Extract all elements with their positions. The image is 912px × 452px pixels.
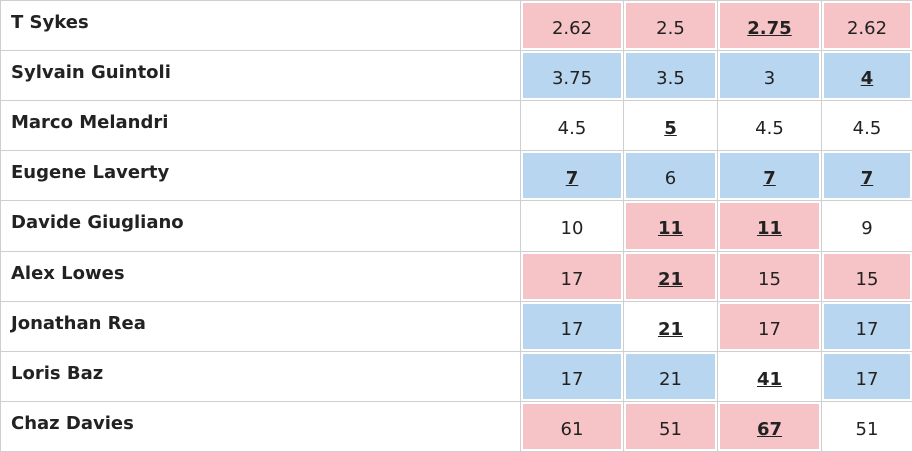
odds-cell: 15 [718, 251, 822, 302]
odds-value: 4.5 [852, 118, 882, 140]
rider-name: Chaz Davies [1, 401, 521, 452]
odds-value: 21 [657, 318, 684, 340]
odds-value: 21 [657, 268, 684, 290]
odds-value: 17 [560, 268, 584, 290]
odds-cell: 7 [718, 151, 822, 202]
odds-cell: 51 [822, 401, 912, 452]
odds-cell: 7 [822, 151, 912, 202]
rider-row: T Sykes 2.62 2.5 2.75 2.62 [1, 1, 912, 52]
odds-cell: 17 [521, 301, 624, 352]
rider-name: Sylvain Guintoli [1, 51, 521, 102]
odds-value: 4.5 [755, 118, 784, 140]
odds-value: 3.5 [656, 68, 685, 90]
odds-value: 15 [855, 268, 879, 290]
odds-value: 2.62 [846, 18, 888, 40]
odds-cell: 10 [521, 201, 624, 252]
rider-name: Eugene Laverty [1, 151, 521, 202]
rider-row: Chaz Davies 61 51 67 51 [1, 401, 912, 452]
odds-cell: 4.5 [718, 101, 822, 152]
rider-name: Loris Baz [1, 351, 521, 402]
odds-cell: 7 [521, 151, 624, 202]
odds-cell: 4.5 [822, 101, 912, 152]
odds-cell: 2.62 [822, 1, 912, 52]
odds-value: 6 [664, 168, 677, 190]
odds-value: 17 [855, 318, 879, 340]
odds-cell: 2.5 [624, 1, 718, 52]
odds-value: 11 [657, 218, 684, 240]
odds-cell: 5 [624, 101, 718, 152]
odds-cell: 17 [521, 251, 624, 302]
odds-value: 4.5 [557, 118, 587, 140]
rider-name: Davide Giugliano [1, 201, 521, 252]
odds-cell: 17 [822, 301, 912, 352]
odds-value: 17 [560, 318, 584, 340]
odds-value: 41 [756, 368, 783, 390]
odds-cell: 3.5 [624, 51, 718, 102]
odds-cell: 41 [718, 351, 822, 402]
odds-cell: 51 [624, 401, 718, 452]
odds-value: 67 [756, 418, 783, 440]
rider-name: Alex Lowes [1, 251, 521, 302]
odds-value: 3 [763, 68, 776, 90]
odds-cell: 11 [718, 201, 822, 252]
odds-cell: 61 [521, 401, 624, 452]
odds-value: 7 [763, 168, 776, 190]
rider-name: T Sykes [1, 1, 521, 52]
odds-value: 51 [855, 418, 879, 440]
odds-value: 2.75 [747, 18, 792, 40]
odds-cell: 21 [624, 251, 718, 302]
odds-value: 17 [758, 318, 781, 340]
odds-cell: 3 [718, 51, 822, 102]
odds-cell: 15 [822, 251, 912, 302]
odds-value: 2.62 [551, 18, 593, 40]
odds-cell: 3.75 [521, 51, 624, 102]
rider-row: Alex Lowes 17 21 15 15 [1, 251, 912, 302]
rider-name: Marco Melandri [1, 101, 521, 152]
rider-row: Jonathan Rea 17 21 17 17 [1, 301, 912, 352]
rider-name: Jonathan Rea [1, 301, 521, 352]
odds-value: 5 [664, 118, 677, 140]
odds-cell: 67 [718, 401, 822, 452]
odds-cell: 17 [822, 351, 912, 402]
odds-value: 17 [855, 368, 879, 390]
odds-cell: 21 [624, 301, 718, 352]
odds-value: 10 [560, 218, 584, 240]
odds-cell: 11 [624, 201, 718, 252]
odds-value: 7 [860, 168, 874, 190]
odds-value: 21 [659, 368, 682, 390]
odds-value: 2.5 [656, 18, 685, 40]
odds-value: 61 [560, 418, 584, 440]
odds-cell: 2.62 [521, 1, 624, 52]
odds-value: 51 [659, 418, 682, 440]
odds-value: 7 [565, 168, 579, 190]
odds-value: 15 [758, 268, 781, 290]
rider-row: Eugene Laverty 7 6 7 7 [1, 151, 912, 202]
odds-value: 4 [860, 68, 874, 90]
odds-value: 11 [756, 218, 783, 240]
odds-cell: 4.5 [521, 101, 624, 152]
odds-cell: 21 [624, 351, 718, 402]
odds-cell: 6 [624, 151, 718, 202]
odds-cell: 4 [822, 51, 912, 102]
odds-value: 9 [861, 218, 873, 240]
rider-row: Marco Melandri 4.5 5 4.5 4.5 [1, 101, 912, 152]
odds-value: 17 [560, 368, 584, 390]
odds-cell: 2.75 [718, 1, 822, 52]
odds-value: 3.75 [551, 68, 593, 90]
odds-cell: 9 [822, 201, 912, 252]
rider-row: Sylvain Guintoli 3.75 3.5 3 4 [1, 51, 912, 102]
odds-cell: 17 [521, 351, 624, 402]
rider-row: Davide Giugliano 10 11 11 9 [1, 201, 912, 252]
odds-cell: 17 [718, 301, 822, 352]
rider-row: Loris Baz 17 21 41 17 [1, 351, 912, 402]
